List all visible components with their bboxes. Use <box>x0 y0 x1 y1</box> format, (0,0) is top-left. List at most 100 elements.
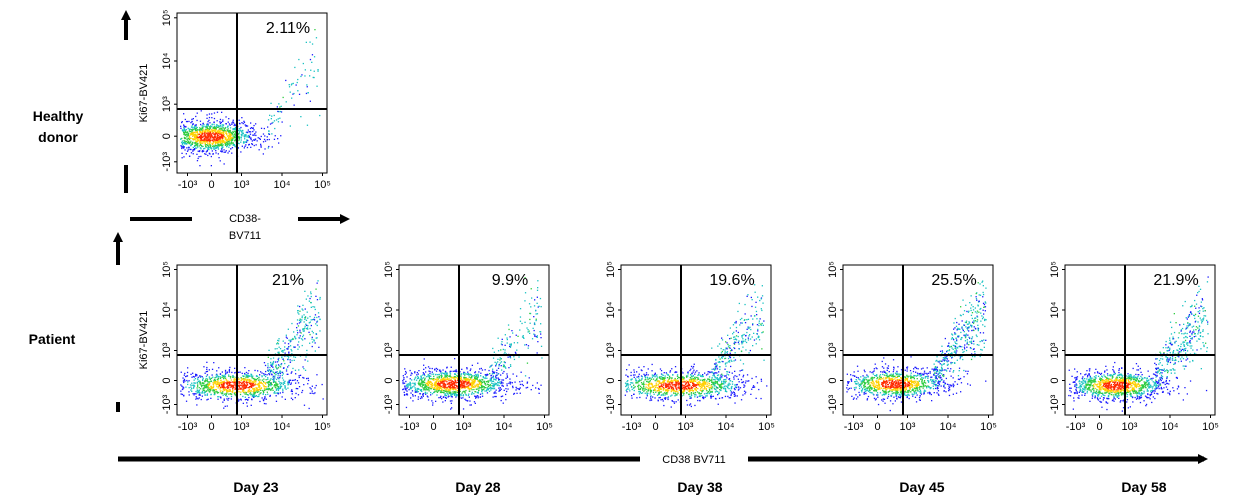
event-dot <box>227 399 229 401</box>
event-dot <box>701 375 703 377</box>
event-dot <box>190 152 193 154</box>
event-dot <box>214 145 216 147</box>
event-dot <box>256 375 258 377</box>
event-dot <box>729 356 731 358</box>
event-dot <box>244 141 247 143</box>
event-dot <box>221 147 223 149</box>
event-dot <box>436 380 438 382</box>
event-dot <box>213 135 216 137</box>
event-dot <box>218 129 220 131</box>
event-dot <box>238 371 240 373</box>
event-dot <box>637 385 639 388</box>
event-dot <box>726 385 728 387</box>
event-dot <box>222 390 224 392</box>
event-dot <box>455 376 457 378</box>
event-dot <box>461 387 463 389</box>
event-dot <box>721 376 723 378</box>
event-dot <box>443 387 445 389</box>
event-dot <box>240 381 242 384</box>
event-dot <box>209 377 211 379</box>
event-dot <box>647 390 649 392</box>
event-dot <box>225 141 227 143</box>
event-dot <box>267 388 269 390</box>
event-dot <box>280 382 283 385</box>
event-dot <box>315 37 318 39</box>
event-dot <box>245 371 248 374</box>
event-dot <box>494 361 496 363</box>
event-dot <box>420 389 422 391</box>
event-dot <box>260 135 262 138</box>
event-dot <box>211 388 213 390</box>
event-dot <box>238 139 240 141</box>
event-dot <box>646 395 648 397</box>
event-dot <box>232 119 234 121</box>
event-dot <box>304 369 307 371</box>
event-dot <box>453 387 455 389</box>
event-dot <box>635 382 638 384</box>
event-dot <box>252 390 254 393</box>
event-dot <box>654 386 657 388</box>
event-dot <box>270 118 272 120</box>
event-dot <box>205 153 207 155</box>
event-dot <box>510 344 512 346</box>
event-dot <box>248 136 251 138</box>
event-dot <box>477 362 479 364</box>
event-dot <box>271 387 273 390</box>
event-dot <box>207 154 209 157</box>
event-dot <box>713 382 715 385</box>
event-dot <box>232 131 234 133</box>
event-dot <box>254 133 256 135</box>
event-dot <box>455 369 457 371</box>
event-dot <box>488 385 491 387</box>
event-dot <box>415 379 418 381</box>
event-dot <box>213 385 215 387</box>
event-dot <box>631 397 633 399</box>
event-dot <box>225 131 227 133</box>
event-dot <box>229 136 231 139</box>
event-dot <box>233 378 235 380</box>
event-dot <box>257 389 259 391</box>
event-dot <box>446 374 449 377</box>
event-dot <box>269 123 272 125</box>
event-dot <box>436 386 439 388</box>
event-dot <box>516 349 518 351</box>
event-dot <box>714 391 717 393</box>
event-dot <box>247 136 250 138</box>
event-dot <box>476 395 478 397</box>
event-dot <box>251 140 253 142</box>
event-dot <box>288 379 290 381</box>
event-dot <box>190 389 192 391</box>
event-dot <box>443 388 446 390</box>
event-dot <box>655 391 657 393</box>
event-dot <box>407 386 410 388</box>
event-dot <box>446 393 448 395</box>
event-dot <box>282 367 285 369</box>
event-dot <box>699 400 701 402</box>
event-dot <box>453 376 456 378</box>
event-dot <box>466 382 468 384</box>
event-dot <box>280 387 282 389</box>
event-dot <box>253 134 255 136</box>
event-dot <box>207 136 209 138</box>
event-dot <box>656 380 658 383</box>
event-dot <box>284 398 286 400</box>
event-dot <box>194 136 196 138</box>
event-dot <box>412 395 414 397</box>
event-dot <box>219 390 222 392</box>
event-dot <box>212 383 215 385</box>
event-dot <box>451 400 453 402</box>
event-dot <box>200 382 202 384</box>
event-dot <box>460 375 462 377</box>
event-dot <box>243 392 245 394</box>
event-dot <box>675 387 677 389</box>
event-dot <box>435 400 437 402</box>
event-dot <box>205 380 207 382</box>
event-dot <box>224 141 227 143</box>
event-dot <box>406 393 408 395</box>
event-dot <box>307 360 309 362</box>
event-dot <box>241 134 243 136</box>
event-dot <box>644 379 646 381</box>
event-dot <box>752 345 754 347</box>
event-dot <box>181 157 183 159</box>
event-dot <box>226 146 228 148</box>
